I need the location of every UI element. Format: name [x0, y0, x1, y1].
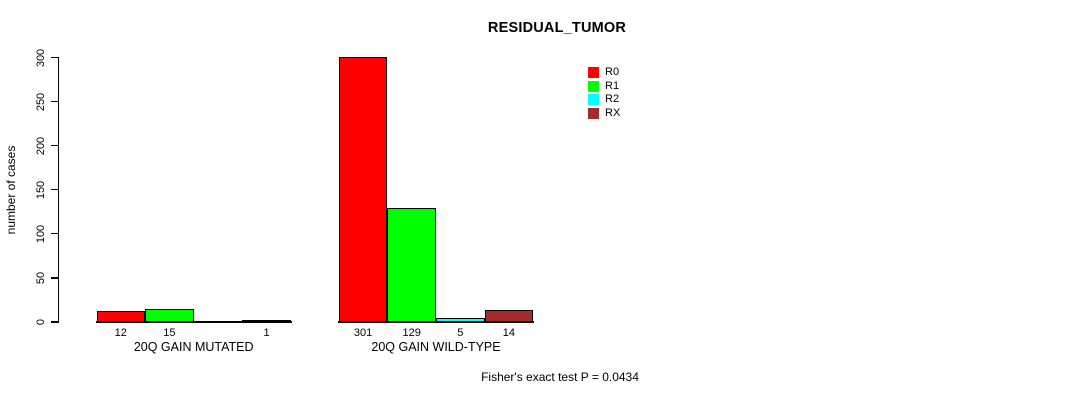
legend-item-r1: R1: [588, 80, 619, 93]
bar-rx-wild-type: [484, 309, 534, 322]
legend-label: R1: [605, 79, 620, 92]
legend-item-rx: RX: [588, 107, 620, 120]
legend-swatch-r0: [588, 67, 599, 78]
legend: R0 R1 R2 RX: [588, 66, 668, 126]
y-tick-label: 50: [35, 271, 47, 285]
bar-value-label: 1: [263, 327, 270, 339]
chart-title: RESIDUAL_TUMOR: [487, 20, 627, 36]
legend-item-r2: R2: [588, 93, 619, 106]
fisher-test-annotation: Fisher's exact test P = 0.0434: [481, 370, 639, 384]
y-tick-label: 250: [35, 92, 47, 111]
legend-label: RX: [605, 106, 621, 119]
legend-swatch-r2: [588, 94, 599, 106]
y-tick: [51, 145, 59, 147]
legend-label: R0: [605, 66, 620, 78]
group-label-mutated: 20Q GAIN MUTATED: [133, 340, 254, 354]
y-tick: [51, 189, 59, 191]
bar-r1-wild-type: [387, 208, 436, 322]
y-tick: [51, 100, 59, 103]
bar-value-label: 12: [114, 327, 127, 339]
bar-value-label: 129: [402, 327, 421, 339]
bar-r2-wild-type: [436, 317, 485, 322]
y-tick: [51, 321, 59, 323]
bar-value-label: 14: [502, 327, 516, 339]
bar-value-label: 301: [353, 327, 373, 339]
y-tick: [51, 233, 59, 235]
bar-r0-wild-type: [338, 56, 388, 322]
y-tick-label: 200: [35, 136, 47, 155]
y-tick: [51, 277, 59, 279]
group-label-wild-type: 20Q GAIN WILD-TYPE: [371, 340, 501, 354]
y-tick: [51, 56, 59, 59]
bar-r0-mutated: [96, 311, 146, 322]
legend-swatch-r1: [588, 80, 599, 92]
bar-r1-mutated: [145, 308, 194, 322]
x-axis-baseline: [95, 321, 292, 323]
legend-label: R2: [605, 93, 620, 106]
y-tick-label: 100: [35, 224, 47, 244]
y-tick-label: 150: [35, 180, 47, 199]
x-axis-baseline: [337, 321, 535, 323]
y-tick-label: 0: [35, 318, 47, 326]
bar-rx-mutated: [242, 320, 291, 322]
bar-value-label: 5: [457, 327, 464, 339]
legend-swatch-rx: [588, 107, 599, 119]
bar-value-label: 15: [163, 327, 176, 339]
y-tick-label: 300: [35, 48, 47, 67]
legend-item-r0: R0: [588, 66, 619, 79]
